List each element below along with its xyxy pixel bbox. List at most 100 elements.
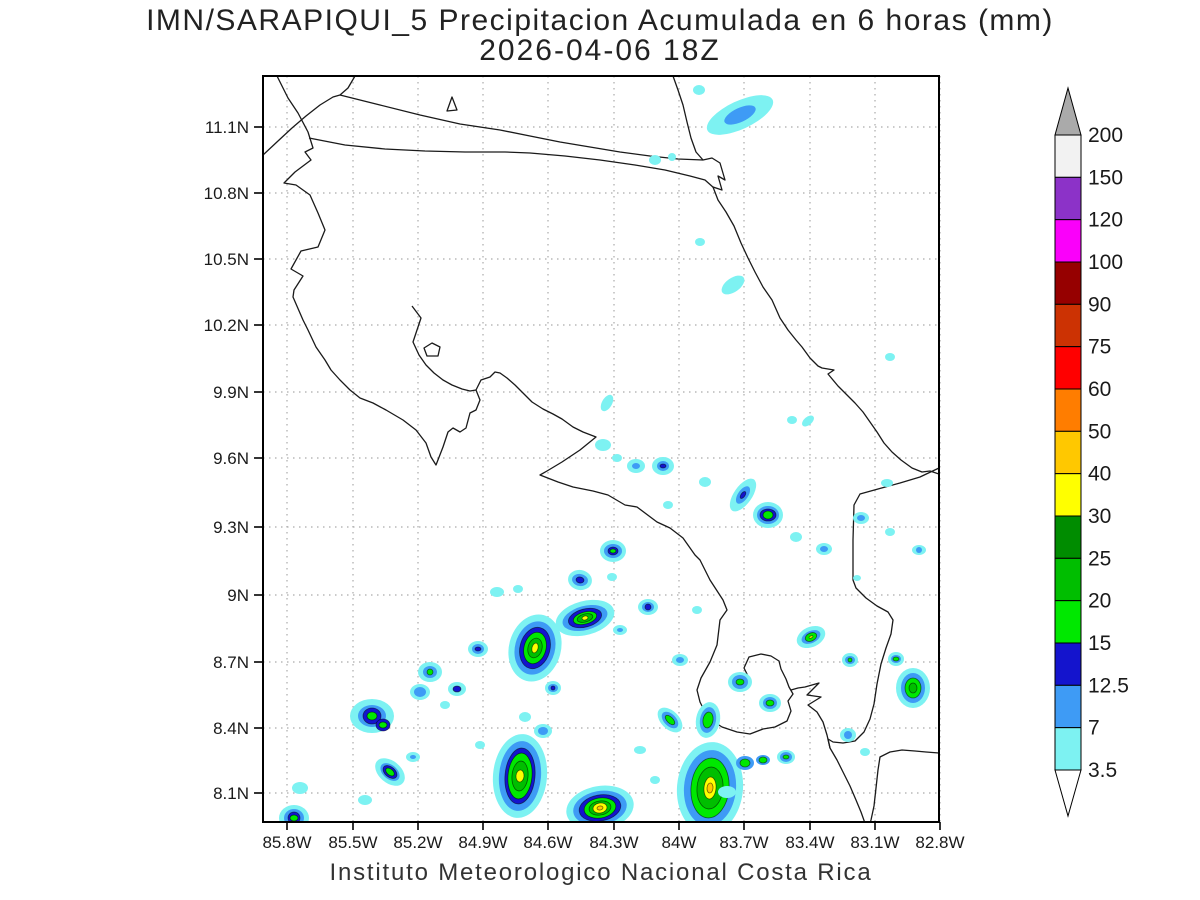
precip-cell (759, 694, 781, 712)
colorbar-level-label: 15 (1088, 632, 1111, 655)
precip-contour (718, 786, 736, 798)
footer-attribution: Instituto Meteorologico Nacional Costa R… (330, 859, 873, 886)
lake-nicaragua-shore (263, 76, 355, 155)
x-tick-label: 84.6W (523, 833, 572, 852)
precip-cell (638, 599, 658, 615)
precip-cell (663, 501, 673, 509)
precip-contour (427, 669, 433, 675)
precip-cell (790, 532, 802, 542)
colorbar-segment (1055, 685, 1081, 727)
precip-contour (885, 353, 895, 361)
precip-contour (718, 272, 747, 298)
x-tick-label: 85.5W (328, 833, 377, 852)
precip-contour (410, 755, 416, 759)
y-tick-label: 8.7N (213, 653, 249, 672)
precip-cell (513, 585, 523, 593)
y-tick-label: 8.4N (213, 719, 249, 738)
precip-contour (790, 532, 802, 542)
colorbar-segment (1055, 643, 1081, 685)
precip-contour (916, 547, 922, 553)
precip-cell (718, 786, 736, 798)
colorbar-level-label: 25 (1088, 547, 1111, 570)
precip-contour (820, 546, 828, 552)
caribbean-coast (673, 76, 939, 474)
precip-contour (695, 238, 705, 246)
precip-cell (693, 85, 705, 95)
chart-title: IMN/SARAPIQUI_5 Precipitacion Acumulada … (146, 4, 1054, 37)
precip-cell (545, 681, 561, 695)
colorbar-labels: 20015012010090756050403025201512.573.5 (1088, 124, 1129, 782)
precip-cell (612, 454, 622, 462)
precip-contour (693, 85, 705, 95)
colorbar-level-label: 30 (1088, 505, 1111, 528)
precip-contour (740, 759, 750, 767)
x-tick-label: 82.8W (915, 833, 964, 852)
precip-cell (672, 654, 688, 666)
colorbar-segment (1055, 177, 1081, 219)
colorbar-level-label: 20 (1088, 590, 1111, 613)
precip-contour (632, 463, 640, 469)
precip-contour (475, 741, 485, 749)
precip-cell (777, 750, 795, 764)
precip-contour (699, 477, 711, 487)
precip-cell (692, 606, 702, 614)
precip-contour (490, 587, 504, 597)
precip-cell (376, 719, 390, 731)
precip-cell (490, 587, 504, 597)
precip-cell (598, 393, 616, 414)
colorbar-level-label: 50 (1088, 420, 1111, 443)
precip-cell (853, 575, 861, 581)
y-tick-label: 11.1N (205, 118, 249, 137)
colorbar-segment (1055, 304, 1081, 346)
colorbar-level-label: 75 (1088, 336, 1111, 359)
colorbar-level-label: 100 (1088, 251, 1123, 274)
precip-contour (800, 413, 816, 428)
precip-contour (612, 454, 622, 462)
colorbar-segment (1055, 135, 1081, 177)
precip-contour (692, 606, 702, 614)
precip-contour (853, 575, 861, 581)
precip-contour (676, 657, 684, 663)
precip-contour (881, 479, 893, 487)
precip-contour (783, 755, 789, 759)
y-tick-label: 9.9N (213, 383, 249, 402)
precip-cell (652, 457, 674, 475)
precip-contour (893, 657, 899, 661)
y-tick-label: 8.1N (213, 784, 249, 803)
colorbar-segment (1055, 389, 1081, 431)
chira-island (424, 343, 440, 356)
y-tick-label: 9N (227, 586, 249, 605)
precip-cell (475, 741, 485, 749)
precip-cell (595, 439, 611, 451)
x-tick-label: 83.7W (719, 833, 768, 852)
x-tick-label: 85.2W (393, 833, 442, 852)
precip-contour (538, 727, 548, 735)
precipitation-map-page: IMN/SARAPIQUI_5 Precipitacion Acumulada … (0, 0, 1200, 900)
panama-caribbean-bay (828, 468, 939, 748)
precip-cell (728, 672, 752, 692)
colorbar-level-label: 7 (1088, 717, 1100, 740)
precip-cell (563, 780, 638, 835)
colorbar-segment (1055, 262, 1081, 304)
precip-cell (653, 703, 687, 737)
colorbar-level-label: 120 (1088, 209, 1123, 232)
precip-contour (663, 501, 673, 509)
precip-contour (475, 647, 481, 651)
precip-contour (617, 628, 623, 632)
colorbar-segment (1055, 558, 1081, 600)
precip-contour (909, 683, 917, 693)
x-tick-label: 84.3W (589, 833, 638, 852)
precip-cell (800, 413, 816, 428)
colorbar-segment (1055, 474, 1081, 516)
precip-cell (912, 545, 926, 555)
precip-cell (418, 662, 442, 682)
precip-cell (701, 87, 778, 143)
precip-cell (793, 622, 829, 653)
precip-contour (649, 155, 661, 165)
precip-cell (279, 805, 309, 831)
colorbar-segment (1055, 220, 1081, 262)
colorbar-level-label: 150 (1088, 166, 1123, 189)
precip-contour (551, 686, 555, 690)
precip-contour (650, 776, 660, 784)
colorbar-level-label: 40 (1088, 463, 1111, 486)
